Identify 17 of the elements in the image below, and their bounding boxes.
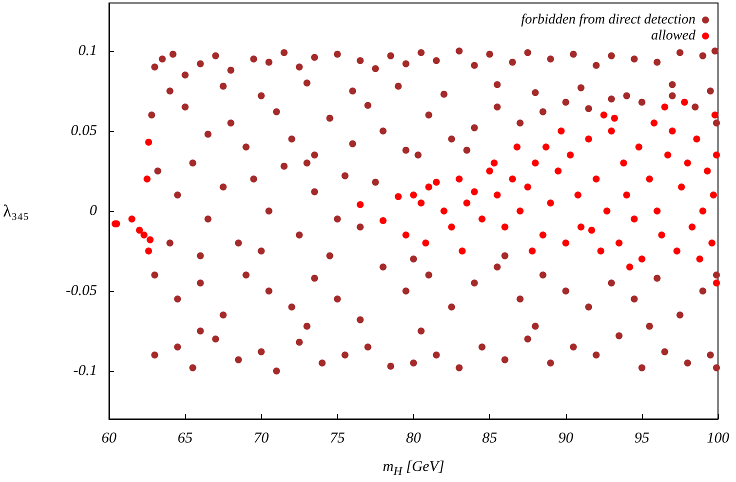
x-tick-label: 95 <box>634 430 650 446</box>
x-tick-label: 100 <box>706 430 730 446</box>
x-tick-label: 80 <box>406 430 422 446</box>
y-tick-label: -0.05 <box>66 283 98 299</box>
x-tick-label: 85 <box>482 430 498 446</box>
x-tick-label: 90 <box>558 430 574 446</box>
y-tick-label: 0.05 <box>70 123 98 139</box>
y-axis-title: λ₃₄₅ <box>2 202 30 220</box>
x-tick-label: 60 <box>102 430 118 446</box>
x-tick-label: 65 <box>178 430 194 446</box>
legend-label: forbidden from direct detection <box>521 12 696 28</box>
y-tick-label: 0.1 <box>78 43 98 59</box>
legend-label: allowed <box>651 28 696 44</box>
x-tick-label: 75 <box>330 430 346 446</box>
x-tick-label: 70 <box>254 430 270 446</box>
y-tick-label: -0.1 <box>73 363 98 379</box>
y-tick-label: 0 <box>90 203 98 219</box>
